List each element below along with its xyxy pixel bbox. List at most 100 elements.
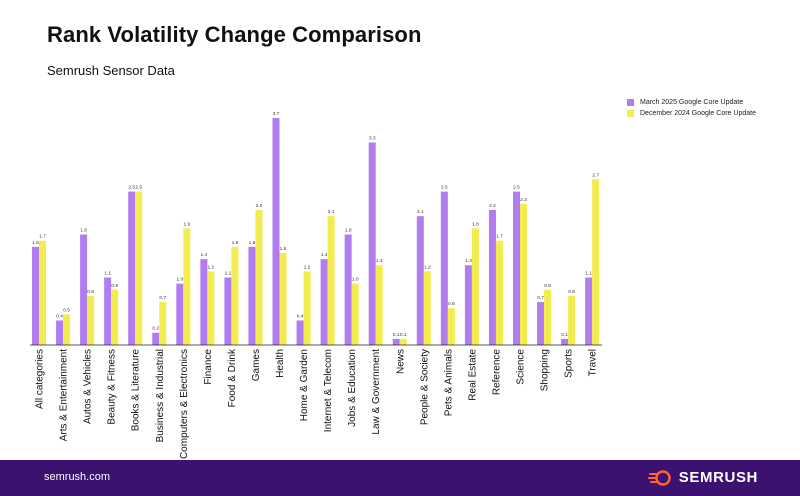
- data-label: 1.6: [32, 240, 39, 246]
- semrush-flame-icon: [647, 469, 671, 486]
- chart-subtitle: Semrush Sensor Data: [47, 63, 175, 78]
- legend: March 2025 Google Core Update December 2…: [627, 97, 756, 119]
- bar-december: [135, 191, 143, 345]
- data-label: 0.1: [400, 332, 407, 338]
- data-label: 0.7: [159, 295, 166, 301]
- chart-title: Rank Volatility Change Comparison: [47, 22, 422, 47]
- x-tick-label: Business & Industrial: [155, 349, 166, 442]
- data-label: 1.7: [39, 234, 46, 240]
- bar-march: [128, 191, 136, 345]
- bar-december: [39, 240, 46, 345]
- x-tick-label: Health: [275, 349, 286, 378]
- data-label: 2.5: [135, 185, 142, 191]
- x-tick-label: Autos & Vehicles: [83, 349, 94, 424]
- bar-march: [440, 191, 448, 345]
- data-label: 1.6: [249, 240, 256, 246]
- bar-december: [63, 314, 71, 345]
- x-tick-label: Travel: [588, 349, 599, 376]
- bar-march: [104, 277, 112, 345]
- bar-december: [303, 271, 311, 345]
- x-tick-label: Food & Drink: [227, 348, 238, 407]
- footer-url[interactable]: semrush.com: [44, 471, 111, 483]
- brand-name: SEMRUSH: [678, 469, 758, 486]
- data-label: 0.8: [568, 289, 575, 295]
- data-label: 2.1: [417, 209, 424, 215]
- data-label: 1.9: [183, 221, 190, 227]
- data-label: 1.3: [376, 258, 383, 264]
- bar-december: [399, 338, 407, 345]
- bar-march: [272, 118, 280, 345]
- bar-december: [327, 216, 335, 345]
- bar-december: [159, 302, 167, 345]
- category-group: 1.8 1.0 Jobs & Education: [344, 228, 359, 427]
- legend-swatch-march: [627, 99, 634, 106]
- data-label: 2.2: [489, 203, 496, 209]
- bar-march: [513, 191, 520, 345]
- category-group: 2.52.3 Science: [513, 185, 527, 385]
- data-label: 1.8: [472, 221, 479, 227]
- x-tick-label: Computers & Electronics: [179, 349, 190, 459]
- bar-december: [495, 240, 503, 345]
- data-label: 2.3: [520, 197, 527, 203]
- data-label: 1.1: [585, 271, 592, 277]
- bar-december: [207, 271, 215, 345]
- bar-december: [231, 246, 239, 345]
- bar-march: [152, 332, 160, 345]
- data-label: 3.3: [369, 136, 376, 142]
- data-label: 0.5: [63, 307, 70, 313]
- data-label: 1.8: [80, 228, 87, 234]
- data-label: 2.5: [513, 185, 520, 191]
- legend-item-march: March 2025 Google Core Update: [627, 97, 756, 108]
- x-tick-label: People & Society: [419, 349, 430, 425]
- category-group: 1.1 2.7 Travel: [585, 172, 599, 376]
- legend-label-march: March 2025 Google Core Update: [640, 99, 744, 106]
- category-group: 1.1 1.6 Food & Drink: [224, 240, 239, 407]
- data-label: 1.2: [208, 264, 215, 270]
- category-group: 0.70.9 Shopping: [537, 283, 551, 391]
- data-label: 0.1: [561, 332, 568, 338]
- category-group: 3.7 1.5 Health: [272, 111, 287, 378]
- bar-march: [464, 265, 472, 345]
- data-label: 0.2: [152, 326, 159, 332]
- bar-march: [296, 320, 304, 345]
- category-group: 2.1 1.2 People & Society: [416, 209, 431, 425]
- x-tick-label: Pets & Animals: [443, 349, 454, 416]
- bar-december: [423, 271, 431, 345]
- x-tick-label: All categories: [35, 349, 46, 409]
- data-label: 0.9: [544, 283, 551, 289]
- category-group: 0.4 1.2 Home & Garden: [296, 264, 311, 421]
- category-group: 0.2 0.7 Business & Industrial: [152, 295, 166, 442]
- x-tick-label: Shopping: [540, 349, 551, 391]
- data-label: 0.6: [448, 301, 455, 307]
- x-tick-label: Arts & Entertainment: [59, 349, 70, 441]
- data-label: 1.1: [104, 271, 111, 277]
- data-label: 0.7: [537, 295, 544, 301]
- data-label: 1.7: [496, 234, 503, 240]
- legend-swatch-december: [627, 110, 634, 117]
- x-tick-label: Law & Government: [371, 349, 382, 435]
- category-group: 0.1 0.8 Sports: [561, 289, 575, 378]
- bar-march: [368, 142, 376, 345]
- data-label: 1.2: [304, 264, 311, 270]
- x-tick-label: Games: [251, 349, 262, 381]
- bar-december: [568, 295, 576, 345]
- bar-march: [561, 338, 569, 345]
- bar-december: [520, 203, 527, 345]
- data-label: 1.3: [465, 258, 472, 264]
- x-tick-label: News: [395, 349, 406, 374]
- data-label: 1.4: [201, 252, 208, 258]
- bar-december: [447, 308, 455, 345]
- bar-march: [488, 210, 496, 345]
- data-label: 0.8: [87, 289, 94, 295]
- data-label: 1.8: [345, 228, 352, 234]
- category-group: 1.0 1.9 Computers & Electronics: [176, 221, 190, 459]
- x-tick-label: Real Estate: [467, 349, 478, 401]
- brand-logo: SEMRUSH: [647, 469, 758, 486]
- category-group: 2.5 0.6 Pets & Animals: [440, 185, 455, 416]
- category-group: 0.40.5 Arts & Entertainment: [56, 307, 70, 441]
- bar-december: [375, 265, 383, 345]
- bar-december: [87, 295, 95, 345]
- bar-december: [255, 210, 263, 345]
- footer: semrush.com SEMRUSH: [0, 460, 800, 496]
- x-tick-label: Reference: [491, 349, 502, 396]
